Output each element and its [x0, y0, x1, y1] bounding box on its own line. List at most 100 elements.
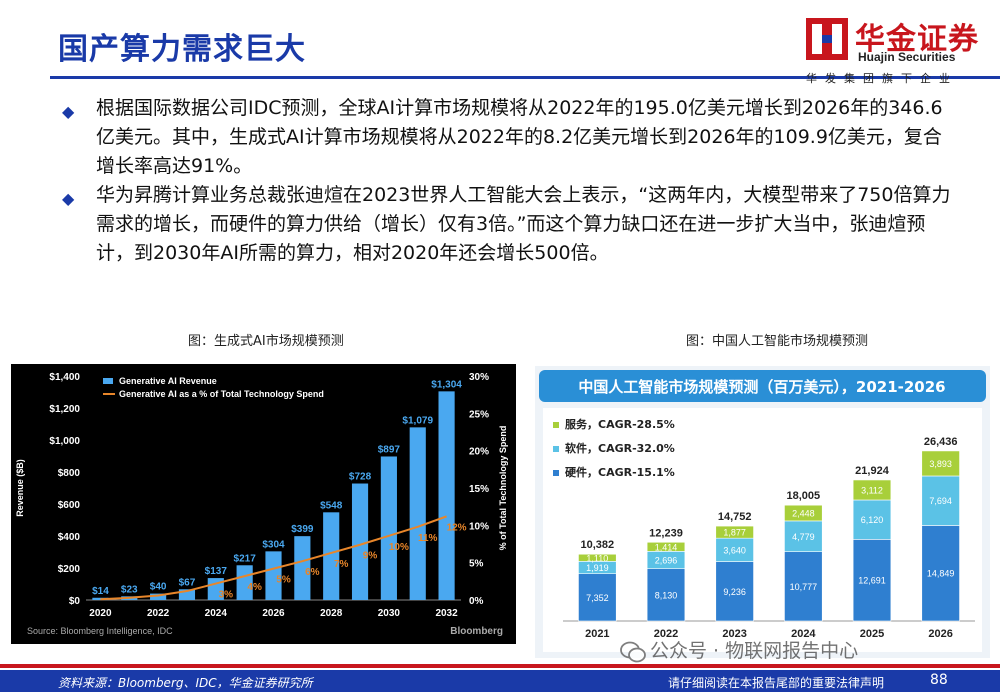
x-tick-label: 2028	[320, 608, 343, 619]
revenue-bar-label: $399	[291, 524, 314, 535]
y2-tick-label: 0%	[469, 596, 484, 607]
segment-value-label: 10,777	[790, 582, 818, 592]
segment-value-label: 3,640	[723, 545, 746, 555]
figure-caption: 图：生成式AI市场规模预测	[188, 334, 344, 349]
stacked-bar-segment	[784, 551, 823, 622]
y2-tick-label: 25%	[469, 409, 489, 420]
y2-axis-title: % of Total Technology Spend	[498, 426, 508, 551]
spend-share-label: 10%	[389, 542, 409, 553]
legend-label: 服务，CAGR-28.5%	[565, 417, 675, 431]
x-tick-label: 2032	[435, 608, 458, 619]
stacked-bar-segment	[921, 475, 960, 526]
stacked-bar-segment	[578, 553, 617, 562]
title-divider	[50, 76, 1000, 79]
china-ai-market-chart-svg: 中国人工智能市场规模预测（百万美元），2021-20267,3521,9191,…	[535, 366, 990, 658]
spend-share-label: 4%	[247, 582, 262, 593]
segment-value-label: 1,414	[655, 542, 678, 552]
stacked-bar-segment	[715, 525, 754, 539]
stacked-bar-segment	[921, 450, 960, 477]
spend-share-label: 7%	[334, 559, 349, 570]
chart-banner	[539, 370, 986, 402]
revenue-bar	[438, 391, 455, 600]
bullet-text: 根据国际数据公司IDC预测，全球AI计算市场规模将从2022年的195.0亿美元…	[96, 97, 943, 177]
page-title: 国产算力需求巨大	[58, 32, 306, 67]
x-tick-label: 2030	[378, 608, 401, 619]
generative-ai-chart-svg: $0 $200 $400 $600 $800 $1,000 $1,200 $1,400 0% 5%…	[15, 372, 508, 637]
total-value-label: 12,239	[649, 527, 683, 539]
diamond-bullet-icon: ◆	[62, 189, 75, 208]
china-ai-market-chart: 中国人工智能市场规模预测（百万美元），2021-2026 7,352 1,919 1,…	[535, 366, 990, 658]
revenue-bar	[380, 456, 397, 600]
segment-value-label: 7,694	[929, 496, 952, 506]
footer-accent	[0, 664, 1000, 668]
watermark-text: 公众号 · 物联网报告中心	[650, 640, 859, 662]
chart-banner-title: 中国人工智能市场规模预测（百万美元），2021-2026	[578, 378, 945, 396]
x-tick-label: 2025	[860, 628, 884, 640]
x-tick-label: 2022	[147, 608, 170, 619]
revenue-bar-label: $548	[320, 500, 343, 511]
stacked-bar-segment	[852, 539, 892, 622]
legend-label: Generative AI as a % of Total Technology…	[119, 389, 324, 399]
bullet-text: 华为昇腾计算业务总裁张迪煊在2023世界人工智能大会上表示，“这两年内，大模型带…	[96, 184, 951, 264]
wechat-icon	[620, 641, 646, 662]
x-tick-label: 2024	[205, 608, 228, 619]
bullet-paragraph: ◆ 根据国际数据公司IDC预测，全球AI计算市场规模将从2022年的195.0亿…	[60, 94, 960, 181]
revenue-bar	[178, 589, 196, 600]
revenue-bar-label: $14	[92, 586, 109, 597]
y2-tick-label: 10%	[469, 521, 489, 532]
segment-value-label: 7,352	[586, 593, 609, 603]
brand-tagline: 华发集团旗下企业	[806, 72, 958, 85]
total-value-label: 14,752	[718, 511, 752, 523]
legend-swatch	[553, 422, 559, 428]
stacked-bar-segment	[715, 561, 754, 622]
spend-share-line	[100, 515, 447, 601]
y-tick-label: $1,400	[49, 372, 80, 383]
revenue-bar	[351, 483, 369, 600]
segment-value-label: 2,696	[655, 556, 678, 566]
segment-value-label: 1,877	[723, 528, 746, 538]
x-tick-label: 2021	[585, 628, 609, 640]
segment-value-label: 6,120	[861, 515, 884, 525]
legend-swatch-bar	[103, 378, 113, 384]
revenue-bar-label: $217	[234, 553, 257, 564]
segment-value-label: 2,448	[792, 509, 815, 519]
y-tick-label: $200	[58, 564, 81, 575]
legend-label: Generative AI Revenue	[119, 376, 217, 386]
x-tick-label: 2020	[89, 608, 112, 619]
spend-share-label: 6%	[305, 567, 320, 578]
total-value-label: 21,924	[855, 465, 890, 477]
y-tick-label: $400	[58, 532, 81, 543]
revenue-bar-label: $1,079	[402, 415, 433, 426]
revenue-bar	[236, 565, 253, 600]
y2-tick-label: 20%	[469, 447, 489, 458]
segment-value-label: 14,849	[927, 569, 955, 579]
footer-disclaimer: 请仔细阅读在本报告尾部的重要法律声明	[668, 676, 885, 690]
x-tick-label: 2024	[791, 628, 816, 640]
page-number: 88	[930, 672, 948, 688]
revenue-bar-label: $137	[205, 566, 228, 577]
spend-share-label: 11%	[418, 533, 438, 544]
segment-value-label: 8,130	[655, 590, 678, 600]
stacked-bar-segment	[921, 525, 960, 622]
footer-source: 资料来源：Bloomberg、IDC，华金证券研究所	[58, 676, 313, 690]
total-value-label: 26,436	[924, 436, 958, 448]
legend-label: 硬件，CAGR-15.1%	[565, 465, 675, 479]
stacked-bar-segment	[852, 479, 892, 501]
stacked-bar-segment	[578, 573, 617, 622]
spend-share-label: 12%	[447, 522, 467, 533]
x-tick-label: 2022	[654, 628, 678, 640]
segment-value-label: 3,893	[929, 459, 952, 469]
spend-share-label: 3%	[219, 590, 234, 601]
x-tick-label: 2026	[928, 628, 952, 640]
legend-swatch	[553, 470, 559, 476]
stacked-bar-segment	[784, 520, 823, 552]
stacked-bar-segment	[646, 541, 686, 552]
total-value-label: 18,005	[787, 490, 821, 502]
total-value-label: 10,382	[581, 539, 615, 551]
huajin-logo-icon	[806, 18, 848, 60]
footer-bar: 资料来源：Bloomberg、IDC，华金证券研究所 请仔细阅读在本报告尾部的重…	[0, 670, 1000, 692]
y2-tick-label: 30%	[469, 372, 489, 383]
diamond-bullet-icon: ◆	[62, 102, 75, 121]
legend-swatch	[553, 446, 559, 452]
y-tick-label: $1,000	[49, 436, 80, 447]
